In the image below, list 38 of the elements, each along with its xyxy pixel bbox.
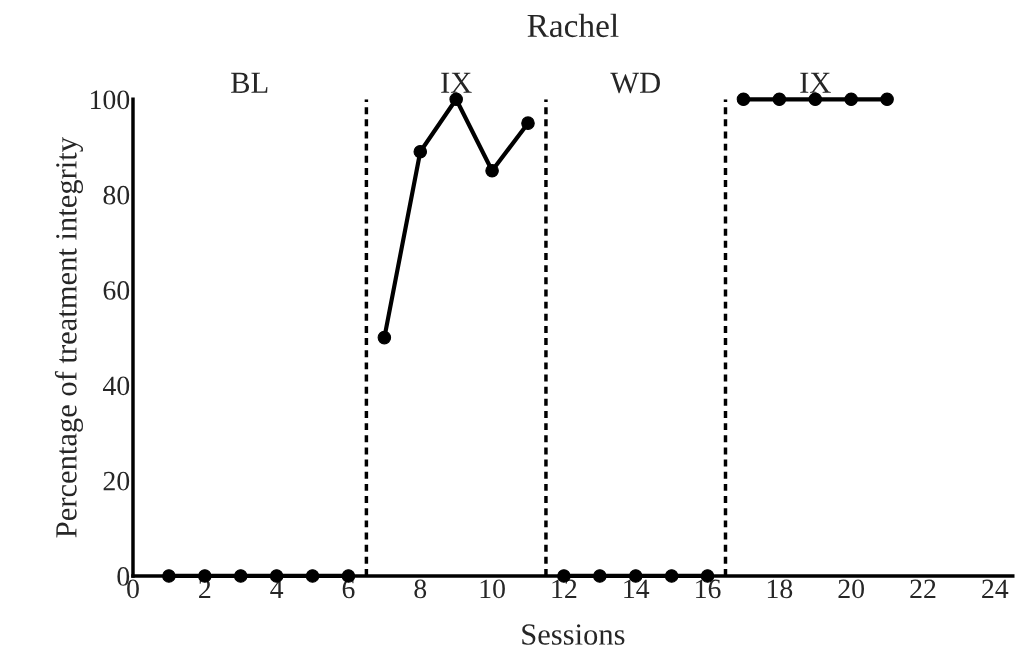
x-tick-label: 8 <box>414 579 427 599</box>
point <box>736 92 751 107</box>
point <box>593 569 607 583</box>
point <box>521 116 535 130</box>
x-tick-label: 14 <box>624 579 650 598</box>
x-tick-label: 12 <box>552 579 577 598</box>
y-tick-label: 80 <box>103 185 130 205</box>
point <box>413 144 428 159</box>
point <box>162 569 176 583</box>
text: WD <box>610 72 660 94</box>
y-tick-label: 20 <box>103 471 130 491</box>
point <box>449 92 463 107</box>
chart-title: Rachel <box>527 13 619 38</box>
point <box>772 92 787 107</box>
y-tick-label: 60 <box>103 281 130 300</box>
x-tick-label: 18 <box>767 579 793 599</box>
x-tick-label: 22 <box>910 579 936 598</box>
x-tick-label: 4 <box>270 579 284 598</box>
point <box>305 569 320 583</box>
x-tick-label: 20 <box>838 579 865 599</box>
point <box>485 164 499 178</box>
point <box>844 92 858 107</box>
point <box>233 569 248 583</box>
point <box>377 330 392 345</box>
x-axis-title: Sessions <box>522 624 625 645</box>
y-axis-title: Percentage of treatment integrity <box>54 137 83 538</box>
text: IX <box>441 72 472 93</box>
x-tick-label: 10 <box>480 579 505 599</box>
point <box>808 92 823 107</box>
x-tick-label: 16 <box>696 579 721 599</box>
x-tick-label: 24 <box>982 579 1009 598</box>
text: BL <box>231 72 268 93</box>
point <box>664 569 679 583</box>
y-tick-label: 100 <box>90 90 130 110</box>
text: IX <box>800 72 831 93</box>
y-tick-label: 40 <box>102 376 130 396</box>
y-tick-label: 0 <box>117 567 130 586</box>
point <box>880 92 894 107</box>
